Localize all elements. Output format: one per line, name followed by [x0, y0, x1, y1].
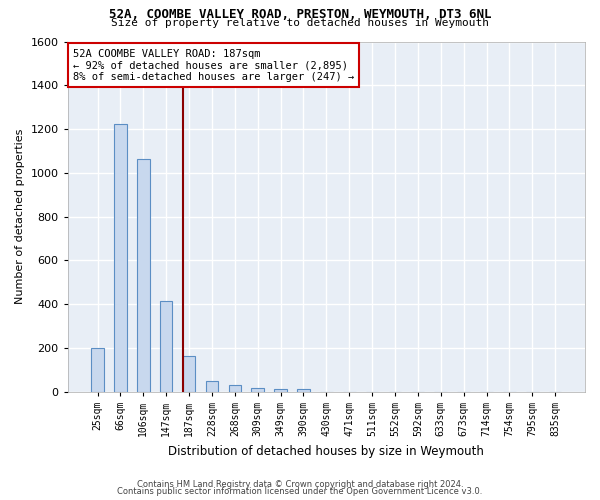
X-axis label: Distribution of detached houses by size in Weymouth: Distribution of detached houses by size …	[169, 444, 484, 458]
Bar	[114, 124, 127, 392]
Text: Contains HM Land Registry data © Crown copyright and database right 2024.: Contains HM Land Registry data © Crown c…	[137, 480, 463, 489]
Bar	[206, 381, 218, 392]
Bar	[160, 301, 172, 392]
Bar	[183, 356, 196, 392]
Bar	[91, 348, 104, 392]
Bar	[251, 388, 264, 392]
Bar	[274, 388, 287, 392]
Bar	[297, 388, 310, 392]
Y-axis label: Number of detached properties: Number of detached properties	[15, 129, 25, 304]
Text: 52A COOMBE VALLEY ROAD: 187sqm
← 92% of detached houses are smaller (2,895)
8% o: 52A COOMBE VALLEY ROAD: 187sqm ← 92% of …	[73, 48, 354, 82]
Text: 52A, COOMBE VALLEY ROAD, PRESTON, WEYMOUTH, DT3 6NL: 52A, COOMBE VALLEY ROAD, PRESTON, WEYMOU…	[109, 8, 491, 20]
Text: Contains public sector information licensed under the Open Government Licence v3: Contains public sector information licen…	[118, 487, 482, 496]
Bar	[137, 158, 149, 392]
Bar	[229, 386, 241, 392]
Text: Size of property relative to detached houses in Weymouth: Size of property relative to detached ho…	[111, 18, 489, 28]
